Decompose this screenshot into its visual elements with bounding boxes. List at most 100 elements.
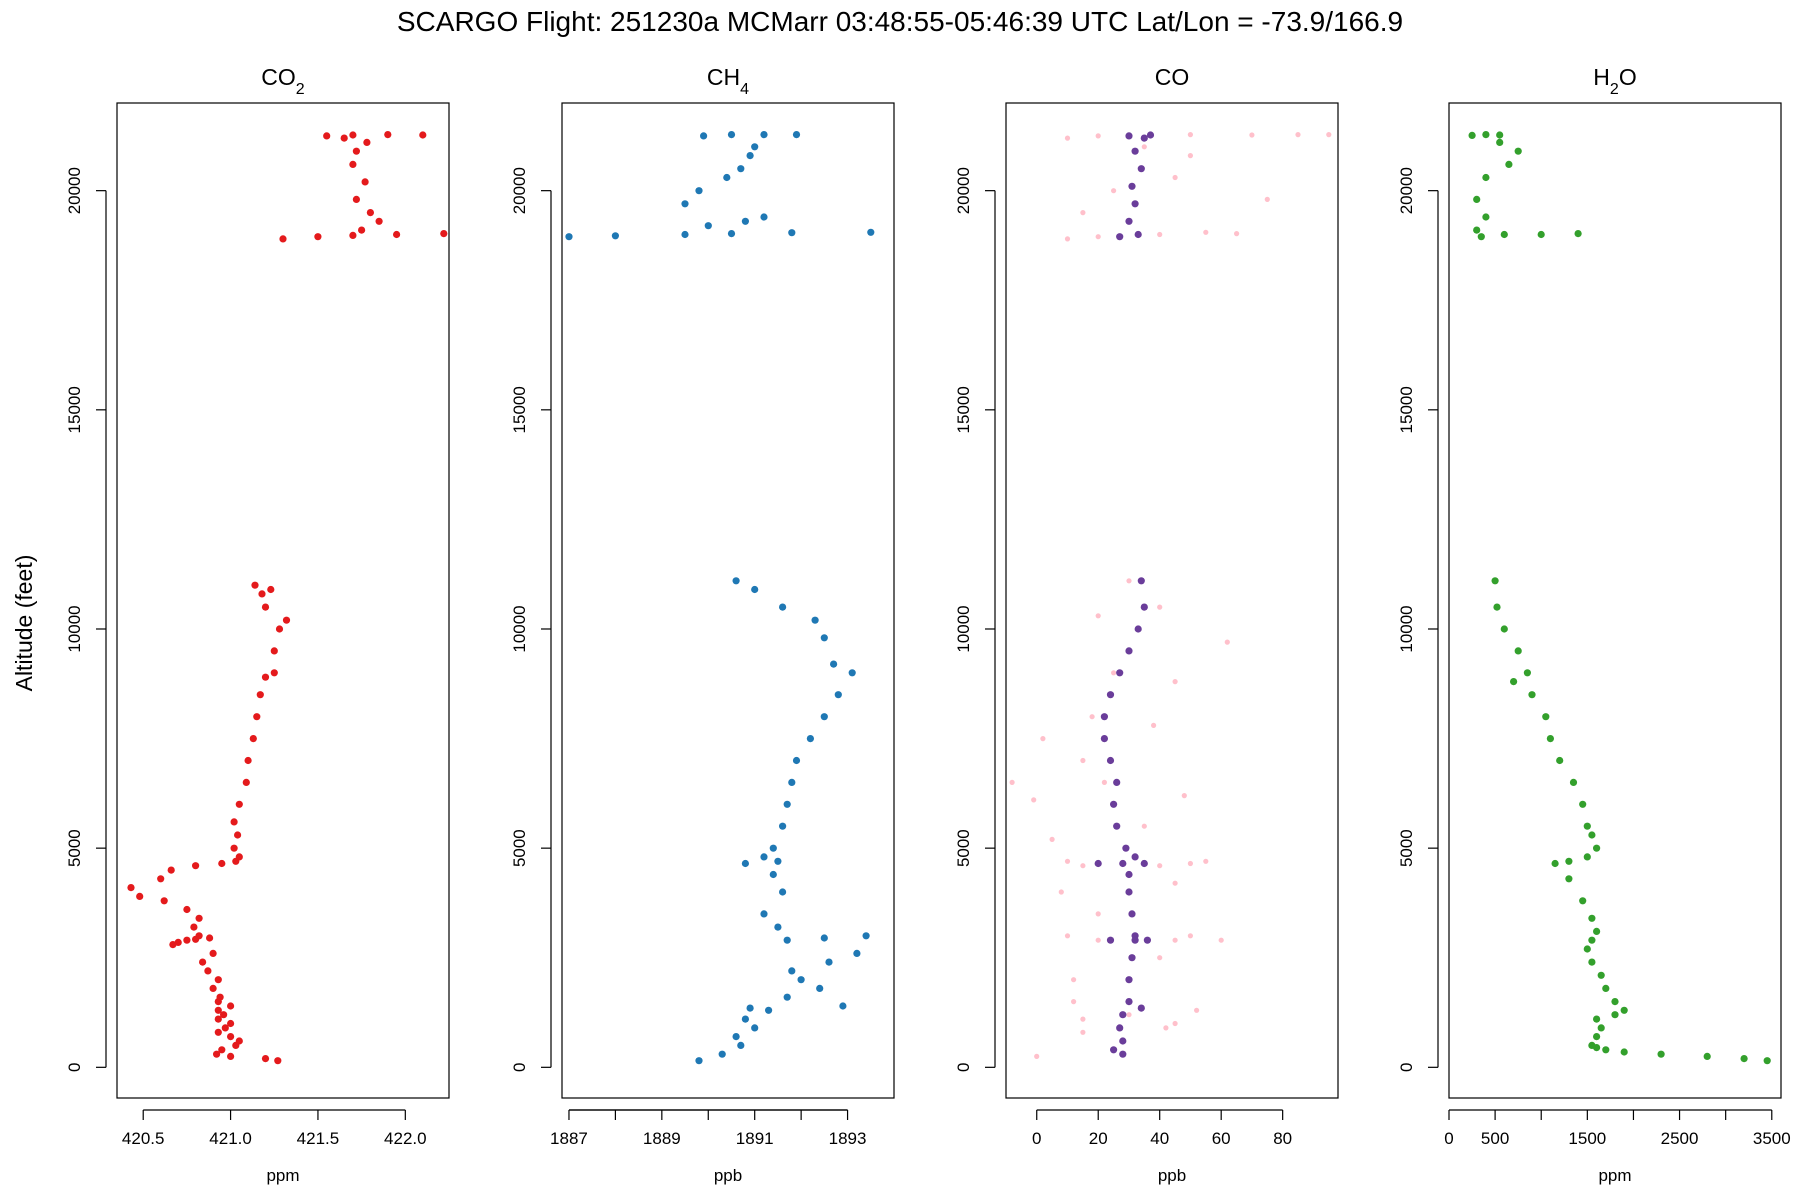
data-point [783,936,791,944]
data-point [1579,897,1587,905]
data-point [741,217,750,225]
plot-frame [1448,102,1782,1099]
data-point [230,818,238,826]
y-tick-label: 20000 [510,167,529,214]
data-point [1588,914,1596,922]
data-point [1740,1055,1748,1063]
data-point [183,905,191,914]
data-point [1163,1025,1169,1031]
data-point [788,967,796,975]
data-point [1125,888,1133,896]
y-tick-label: 5000 [65,829,84,867]
data-point [340,134,348,142]
data-point [1128,182,1136,190]
data-points [127,131,448,1065]
panel-title-main: H [1593,64,1610,90]
data-point [218,859,226,868]
data-point [1106,691,1115,699]
y-tick-label: 0 [510,1063,529,1072]
data-point [1514,647,1522,655]
y-tick-label: 15000 [954,386,973,433]
data-point [1203,229,1209,235]
data-point [235,800,243,808]
panel-title: H2O [1593,64,1636,98]
data-point [1080,863,1086,869]
panel-title-main: CO [1155,64,1190,90]
y-tick-label: 15000 [1397,386,1416,433]
plot-frame [116,102,450,1099]
data-point [1491,577,1499,585]
data-point [1101,779,1107,786]
data-point [244,756,252,765]
data-point [1597,1024,1605,1032]
data-point [1125,217,1133,225]
data-point [1703,1052,1711,1060]
data-point [769,870,777,879]
data-point [741,859,750,868]
data-point [797,976,805,984]
data-point [267,585,275,594]
data-point [1657,1050,1665,1058]
data-point [352,147,360,155]
data-point [1089,714,1095,720]
x-tick-label: 421.5 [297,1129,340,1148]
data-point [1157,955,1163,961]
data-point [1034,1053,1040,1059]
data-point [1119,1011,1127,1019]
data-point [746,152,754,160]
y-tick-label: 20000 [1397,167,1416,214]
data-point [1172,174,1178,181]
data-point [1095,234,1101,240]
data-point [783,800,791,808]
data-point [1151,722,1157,729]
data-point [1187,153,1193,159]
data-point [384,131,392,139]
data-point [1295,132,1301,138]
data-point [1140,134,1148,142]
data-point [375,217,383,225]
data-point [419,131,427,139]
data-point [1122,844,1130,852]
data-point [220,1011,228,1019]
data-point [1505,160,1513,168]
data-point [1187,933,1193,939]
data-point [1514,147,1522,155]
data-point [209,949,217,958]
data-point [862,932,870,940]
panel-3: CO 0 20 40 60 80 ppb 0 5000 10000 15000 20000 [954,64,1339,1185]
data-point [323,132,331,140]
data-point [732,577,740,585]
data-point [1157,604,1163,610]
data-point [1264,196,1270,202]
data-point [1496,138,1504,146]
data-point [788,778,796,787]
data-point [234,831,242,839]
data-point [760,131,768,139]
data-point [1611,1011,1619,1019]
data-point [1611,998,1619,1006]
data-points [565,131,875,1065]
data-point [760,213,768,221]
data-point [1523,669,1531,677]
data-point [1094,859,1102,868]
x-axis-label: ppb [714,1166,742,1185]
data-points [1468,131,1771,1065]
data-point [1064,858,1071,864]
data-point [867,228,875,236]
data-point [681,230,689,239]
x-tick-label: 1500 [1568,1129,1606,1148]
data-point [1134,230,1142,239]
data-point [611,232,620,240]
x-tick-label: 60 [1212,1129,1231,1148]
data-point [741,1015,750,1023]
y-tick-label: 5000 [1397,829,1416,867]
data-point [1588,936,1596,944]
panel-title-subscript: 2 [1610,81,1619,98]
data-point [1064,135,1071,141]
plot-frame [561,102,895,1099]
x-tick-label: 1893 [829,1129,867,1148]
x-axis-label: ppm [266,1166,299,1185]
data-point [779,603,787,611]
data-point [206,934,214,942]
y-tick-label: 10000 [954,605,973,652]
